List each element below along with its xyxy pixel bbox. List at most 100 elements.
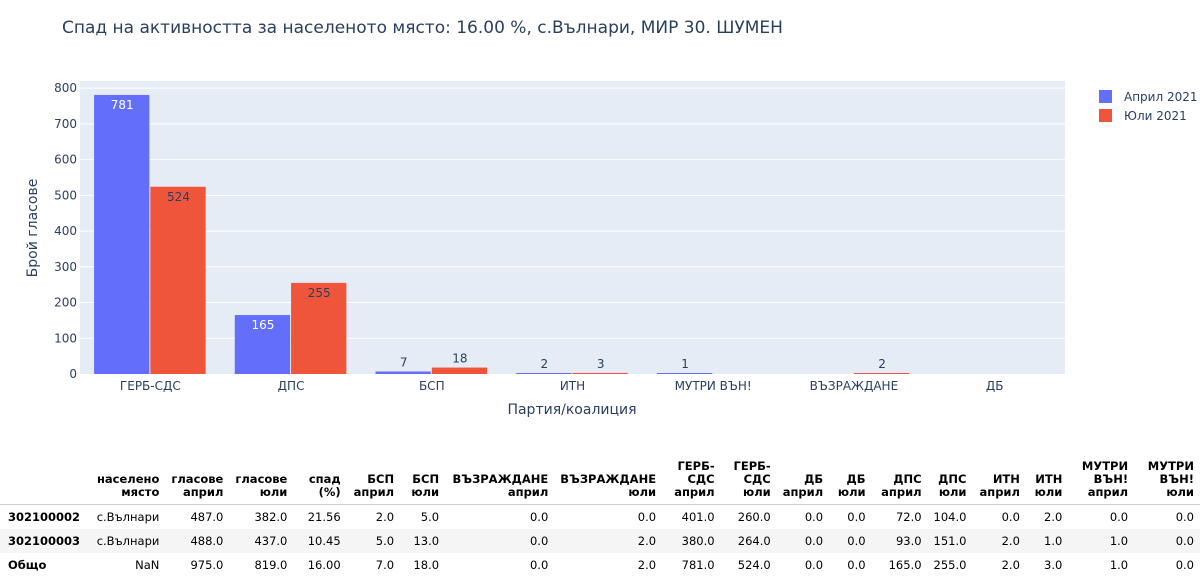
bar-july[interactable] [853,373,910,374]
table-cell: 13.0 [413,534,440,548]
table-cell: 0.0 [529,510,549,524]
column-header-line: юли [743,485,771,499]
y-axis-ticks: 0 100 200 300 400 500 600 700 800 [54,81,77,381]
table-cell: 781.0 [681,558,715,572]
table-cell: 2.0 [637,558,657,572]
table-cell: 0.0 [1109,510,1129,524]
table-cell: 165.0 [888,558,922,572]
column-header: ГЕРБ- СДС юли [721,456,777,505]
bar-april[interactable] [516,373,572,374]
column-header-line: ДПС [893,472,922,486]
column-header-line: юли [938,485,967,499]
column-header-line: април [881,485,922,499]
column-header: гласове юли [229,456,293,505]
column-header: МУТРИ ВЪН! юли [1134,456,1200,505]
table-cell: 0.0 [1175,558,1194,572]
table-cell: 0.0 [1001,510,1020,524]
column-header-line: ИТН [992,472,1020,486]
legend-swatch[interactable] [1099,90,1112,103]
plot-area [80,81,1065,374]
legend-label[interactable]: Юли 2021 [1124,109,1187,123]
bar-value-label: 3 [597,357,605,371]
x-tick-label: ДПС [278,379,305,393]
table-row: 302100003 с.Вълнари 488.0 437.0 10.45 5.0 13.0… [0,529,1200,553]
table-cell: 401.0 [681,510,715,524]
table-cell: 0.0 [847,558,866,572]
y-tick-label: 200 [54,296,77,310]
table-cell: 1.0 [1044,534,1063,548]
bar-april[interactable] [94,94,150,374]
table-cell: 0.0 [804,510,824,524]
bar-value-label: 2 [878,357,886,371]
table-cell: 0.0 [804,558,824,572]
table-cell: 2.0 [375,510,395,524]
table-header-row: населено място гласове април гласове юли спад(… [0,456,1200,505]
table-cell: 21.56 [307,510,341,524]
table-body: 302100002 с.Вълнари 487.0 382.0 21.56 2.0 5.0 0… [0,505,1200,578]
column-header: населено място [86,456,165,505]
legend-swatch[interactable] [1099,109,1112,122]
y-tick-label: 300 [54,260,77,274]
column-header-line: април [507,485,549,499]
table-cell: 2.0 [1001,558,1020,572]
bar-april[interactable] [234,315,291,374]
column-header: БСП юли [400,456,445,505]
column-header: ДПС юли [928,456,973,505]
legend[interactable]: Април 2021 Юли 2021 [1099,90,1198,123]
x-tick-label: ДБ [986,379,1004,393]
bars [94,94,910,374]
column-header-line: април [1087,485,1129,499]
table-cell: 382.0 [254,510,288,524]
column-header-line: МУТРИ [1081,459,1129,473]
column-header-line: ДБ [804,472,824,486]
data-table: населено място гласове април гласове юли спад(… [0,456,1200,577]
bar-value-label: 524 [167,190,190,204]
table-row: Общо NaN 975.0 819.0 16.00 7.0 18.0 0.0 2.0 781.0… [0,553,1200,577]
grid-lines [80,87,1065,339]
bar-april[interactable] [375,371,431,374]
table-cell: 975.0 [190,558,224,572]
table-cell: 93.0 [895,534,922,548]
column-header-line: (%) [318,485,341,499]
column-header [0,456,86,505]
table-cell: с.Вълнари [96,534,160,548]
bar-april[interactable] [656,373,713,374]
table-row: 302100002 с.Вълнари 487.0 382.0 21.56 2.0 5.0 0… [0,505,1200,530]
bar-july[interactable] [572,372,628,374]
row-index: Общо [8,558,47,572]
column-header-line: СДС [743,472,771,486]
table-cell: 0.0 [847,510,866,524]
column-header-line: април [353,485,395,499]
table-cell: 437.0 [254,534,288,548]
column-header: МУТРИ ВЪН! април [1068,456,1134,505]
column-header-line: спад [308,472,341,486]
bar-july[interactable] [431,367,488,374]
column-header: ДПС април [872,456,928,505]
y-tick-label: 0 [69,367,77,381]
legend-label[interactable]: Април 2021 [1124,90,1198,104]
column-header-line: гласове [171,472,224,486]
column-header: ДБ април [777,456,829,505]
column-header-line: ДПС [938,472,967,486]
x-axis-ticks: ГЕРБ-СДС ДПС БСП ИТН МУТРИ ВЪН! ВЪЗРАЖДАНЕ ДБ [120,379,1004,393]
table-cell: 2.0 [637,534,657,548]
column-header: ДБ юли [829,456,871,505]
bar-chart: 0 100 200 300 400 500 600 700 800 781 524 165 255 7 1… [25,81,1198,418]
x-tick-label: МУТРИ ВЪН! [675,379,752,393]
y-axis-title: Брой гласове [25,179,41,278]
bar-july[interactable] [291,282,347,374]
column-header: ВЪЗРАЖДАНЕ април [445,456,554,505]
table-cell: 0.0 [1175,510,1194,524]
table-cell: 16.00 [307,558,341,572]
table-cell: 5.0 [375,534,395,548]
column-header-line: април [979,485,1020,499]
bar-july[interactable] [150,186,206,374]
column-header-line: ВЪН! [1093,472,1129,486]
table-cell: 264.0 [737,534,771,548]
table-cell: 487.0 [190,510,224,524]
column-header-line: юли [259,485,288,499]
bar-value-label: 2 [541,357,549,371]
bar-value-label: 1 [681,357,689,371]
column-header-line: ГЕРБ- [677,459,715,473]
column-header-line: юли [1034,485,1063,499]
